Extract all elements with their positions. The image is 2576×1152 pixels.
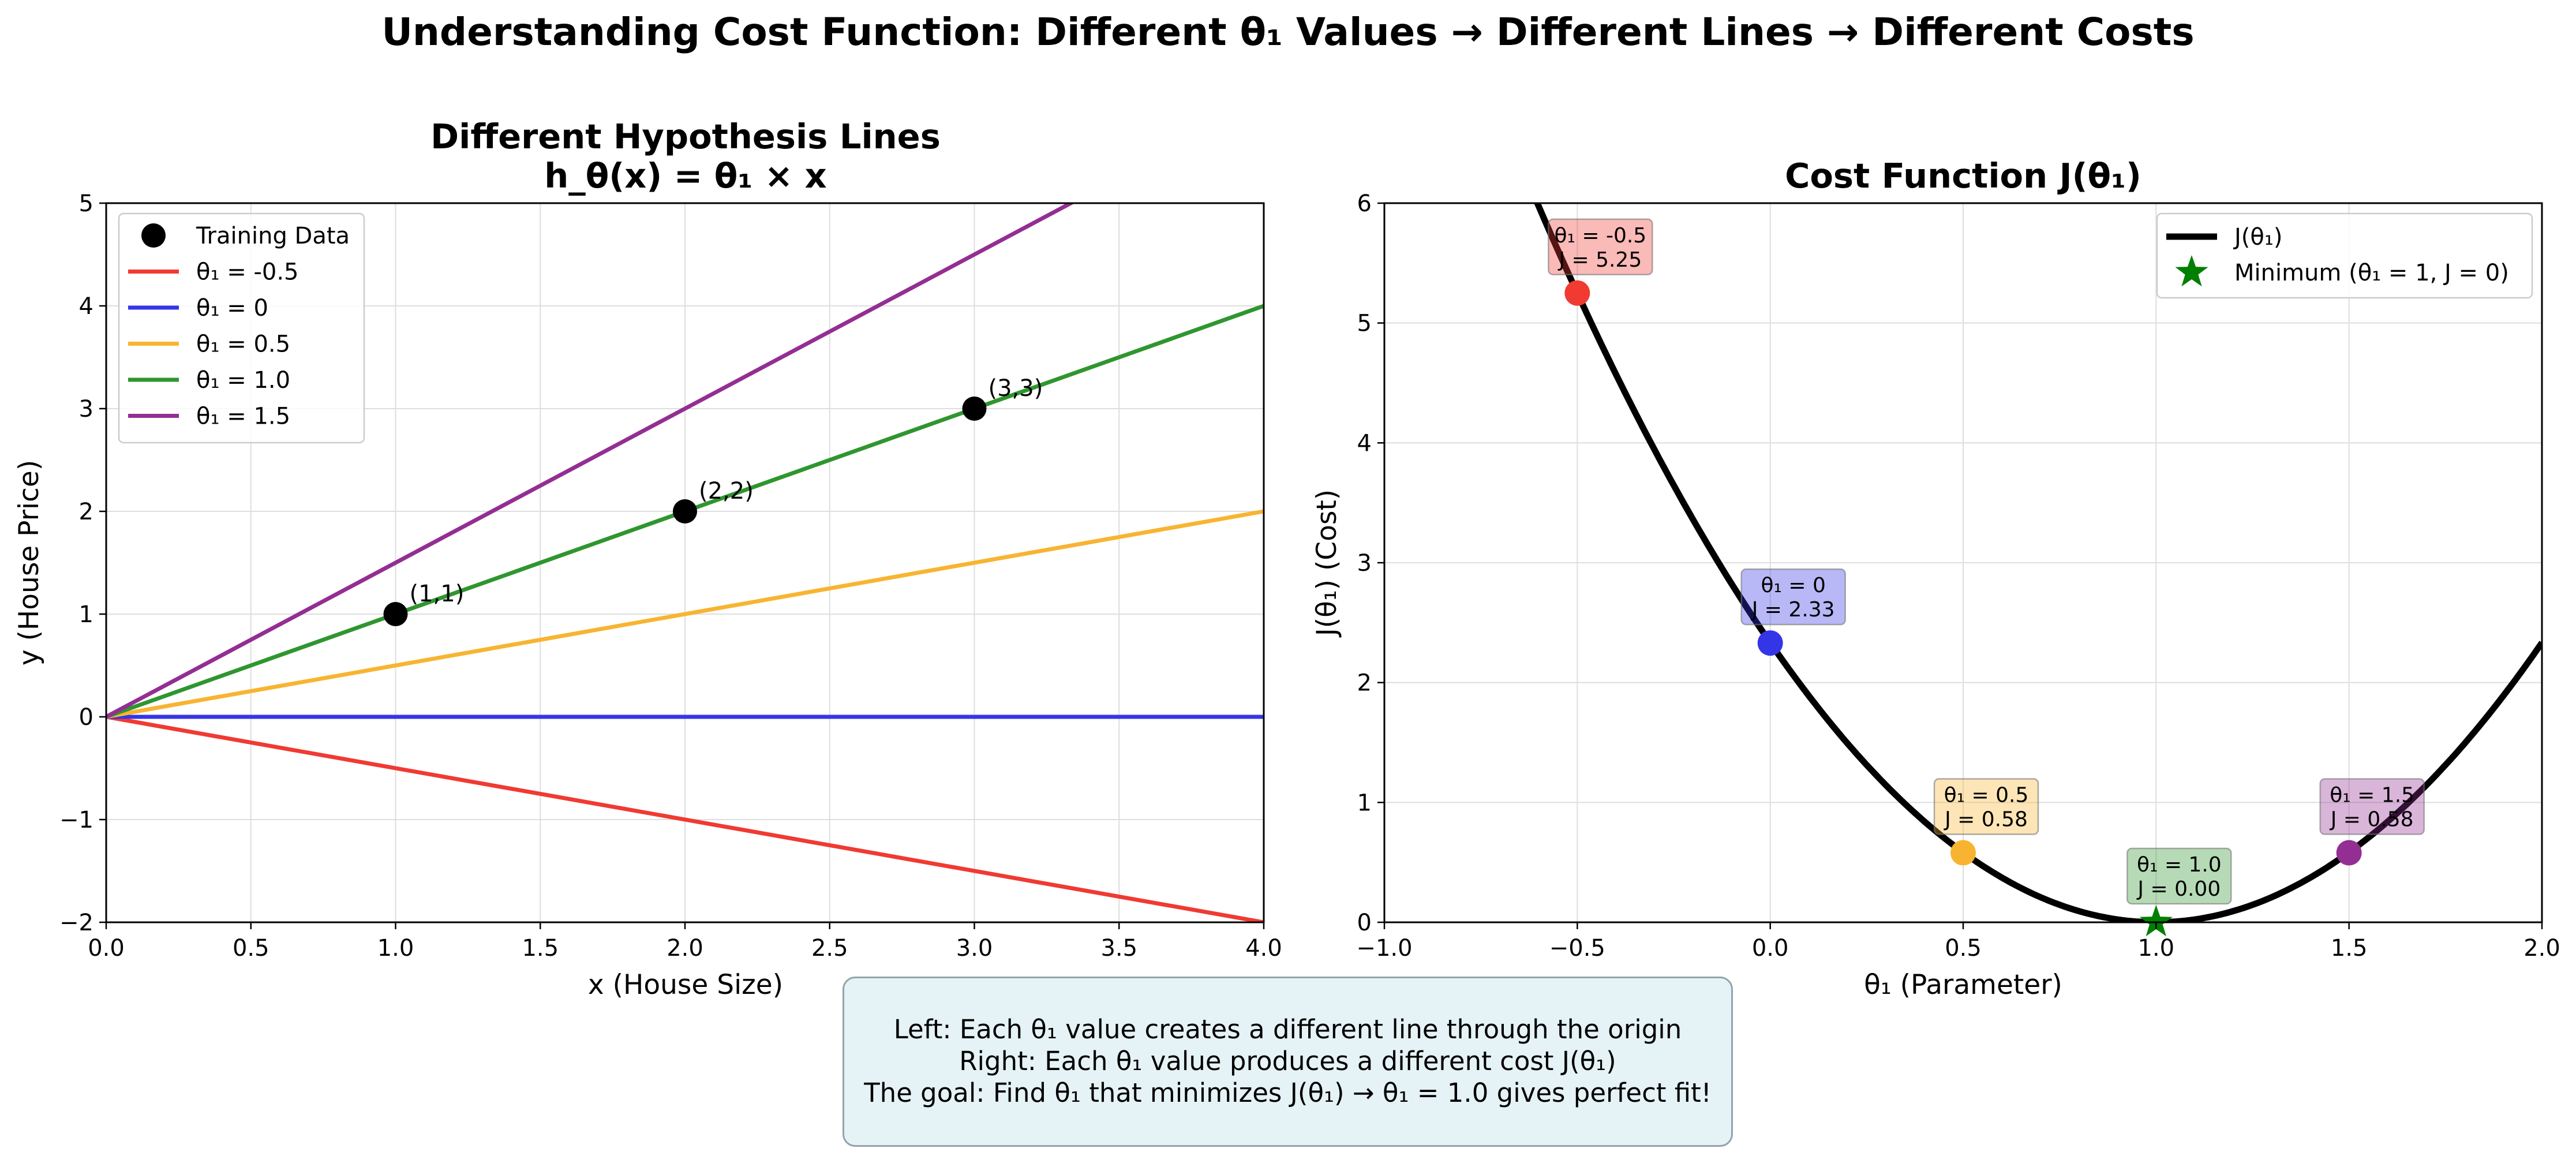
- left-x-axis-label: x (House Size): [588, 969, 783, 1001]
- legend-label: θ₁ = 0: [196, 295, 268, 321]
- right-x-tick-label: 1.5: [2331, 935, 2368, 962]
- left-legend: Training Data θ₁ = -0.5 θ₁ = 0 θ₁ = 0.5 θ₁ =…: [118, 212, 365, 444]
- cost-point: [1564, 280, 1590, 306]
- left-y-tick-label: 5: [79, 190, 93, 217]
- right-y-tick-label: 5: [1357, 311, 1372, 337]
- legend-marker-training: [141, 223, 166, 248]
- left-x-tick-label: 2.0: [667, 935, 703, 962]
- left-y-tick-label: 4: [79, 293, 93, 320]
- left-x-tick-label: 1.0: [377, 935, 414, 962]
- minimum-star: [2139, 905, 2173, 937]
- left-chart-title: Different Hypothesis Lines: [430, 117, 941, 156]
- left-y-tick-label: 1: [79, 601, 93, 628]
- right-y-tick-label: 3: [1357, 550, 1372, 577]
- left-y-axis-label: y (House Price): [13, 460, 45, 665]
- right-y-tick-label: 0: [1357, 910, 1372, 936]
- left-y-tick-label: −1: [59, 807, 93, 833]
- legend-label-training: Training Data: [196, 223, 350, 249]
- legend-label: θ₁ = 1.0: [196, 367, 290, 394]
- left-y-tick-label: 0: [79, 704, 93, 731]
- right-legend-box: [2156, 212, 2533, 299]
- right-chart-title: Cost Function J(θ₁): [1785, 156, 2141, 196]
- cost-point-label: J = 2.33: [1751, 598, 1835, 622]
- left-chart-subtitle: h_θ(x) = θ₁ × x: [544, 156, 827, 196]
- left-y-tick-label: −2: [59, 910, 93, 936]
- legend-label: θ₁ = -0.5: [196, 259, 299, 286]
- explanation-line-2: Right: Each θ₁ value produces a differen…: [959, 1046, 1616, 1077]
- cost-point: [2336, 840, 2362, 866]
- hypothesis-line: [106, 203, 1076, 719]
- right-x-tick-label: −0.5: [1549, 935, 1605, 962]
- explanation-line-3: The goal: Find θ₁ that minimizes J(θ₁) →…: [864, 1077, 1712, 1108]
- left-y-tick-label: 3: [79, 396, 93, 422]
- cost-point-label: J = 0.58: [1944, 808, 2028, 832]
- cost-function-chart: Cost Function J(θ₁) θ₁ = -0.5J = 5.25 θ₁ …: [1311, 156, 2560, 1001]
- right-x-tick-label: 1.0: [2138, 935, 2175, 962]
- cost-point-label: θ₁ = 0: [1761, 574, 1825, 597]
- hypothesis-lines-chart: Different Hypothesis Lines h_θ(x) = θ₁ ×…: [13, 117, 1282, 1001]
- left-ticks: 0.0 0.5 1.0 1.5 2.0 2.5 3.0 3.5 4.0 −2 −1 0 1 2 3 4 5: [59, 190, 1282, 962]
- cost-point-label: θ₁ = 1.5: [2330, 784, 2414, 807]
- explanation-line-1: Left: Each θ₁ value creates a different …: [893, 1014, 1682, 1045]
- hypothesis-line: [106, 715, 1264, 922]
- right-y-tick-label: 6: [1357, 190, 1372, 217]
- training-point-label: (3,3): [989, 375, 1043, 402]
- right-y-axis-label: J(θ₁) (Cost): [1311, 489, 1343, 638]
- cost-point-label: θ₁ = 0.5: [1944, 784, 2029, 807]
- legend-star-icon: [2175, 255, 2208, 287]
- left-x-tick-label: 2.5: [811, 935, 848, 962]
- cost-point-label: J = 5.25: [1557, 248, 1642, 272]
- cost-point-label: θ₁ = 1.0: [2137, 853, 2222, 877]
- legend-label: θ₁ = 1.5: [196, 403, 290, 430]
- cost-point-label-box: [1548, 218, 1653, 275]
- cost-point-label: J = 0.58: [2330, 808, 2414, 832]
- right-x-tick-label: 0.5: [1945, 935, 1982, 962]
- legend-label-cost: J(θ₁): [2233, 224, 2283, 250]
- cost-point-label: θ₁ = -0.5: [1554, 224, 1646, 248]
- right-y-tick-label: 2: [1357, 670, 1372, 697]
- cost-point-label-box: [2319, 778, 2425, 835]
- training-point-label: (2,2): [699, 478, 754, 504]
- training-point-label: (1,1): [410, 581, 465, 607]
- left-x-tick-label: 4.0: [1245, 935, 1282, 962]
- hypothesis-line: [106, 509, 1264, 719]
- left-x-tick-label: 1.5: [522, 935, 559, 962]
- figure-title: Understanding Cost Function: Different θ…: [381, 10, 2194, 54]
- right-x-tick-label: 2.0: [2523, 935, 2560, 962]
- legend-label: θ₁ = 0.5: [196, 331, 290, 358]
- right-x-tick-label: 0.0: [1752, 935, 1789, 962]
- cost-point: [1950, 840, 1976, 866]
- right-ticks: −1.0 −0.5 0.0 0.5 1.0 1.5 2.0 0 1 2 3 4 5 6: [1356, 190, 2560, 962]
- right-y-tick-label: 1: [1357, 790, 1372, 816]
- training-point: [383, 602, 408, 626]
- right-y-tick-label: 4: [1357, 430, 1372, 457]
- left-y-tick-label: 2: [79, 499, 93, 525]
- training-point: [962, 397, 987, 421]
- left-x-tick-label: 3.5: [1100, 935, 1137, 962]
- right-x-axis-label: θ₁ (Parameter): [1864, 969, 2062, 1001]
- cost-point-label: J = 0.00: [2136, 877, 2221, 901]
- legend-label-minimum: Minimum (θ₁ = 1, J = 0): [2234, 260, 2509, 286]
- cost-point: [1757, 630, 1783, 656]
- right-legend: J(θ₁) Minimum (θ₁ = 1, J = 0): [2156, 212, 2533, 299]
- training-point: [673, 499, 697, 523]
- left-x-tick-label: 0.0: [88, 935, 125, 962]
- left-x-tick-label: 0.5: [233, 935, 269, 962]
- left-training-points: (1,1) (2,2) (3,3): [383, 375, 1043, 626]
- left-legend-box: [118, 212, 365, 444]
- left-x-tick-label: 3.0: [956, 935, 993, 962]
- cost-point-label-box: [1933, 778, 2039, 835]
- cost-point-label-box: [1740, 568, 1846, 626]
- right-x-tick-label: −1.0: [1356, 935, 1412, 962]
- explanation-box: Left: Each θ₁ value creates a different …: [843, 977, 1733, 1147]
- cost-point-label-box: [2126, 847, 2232, 905]
